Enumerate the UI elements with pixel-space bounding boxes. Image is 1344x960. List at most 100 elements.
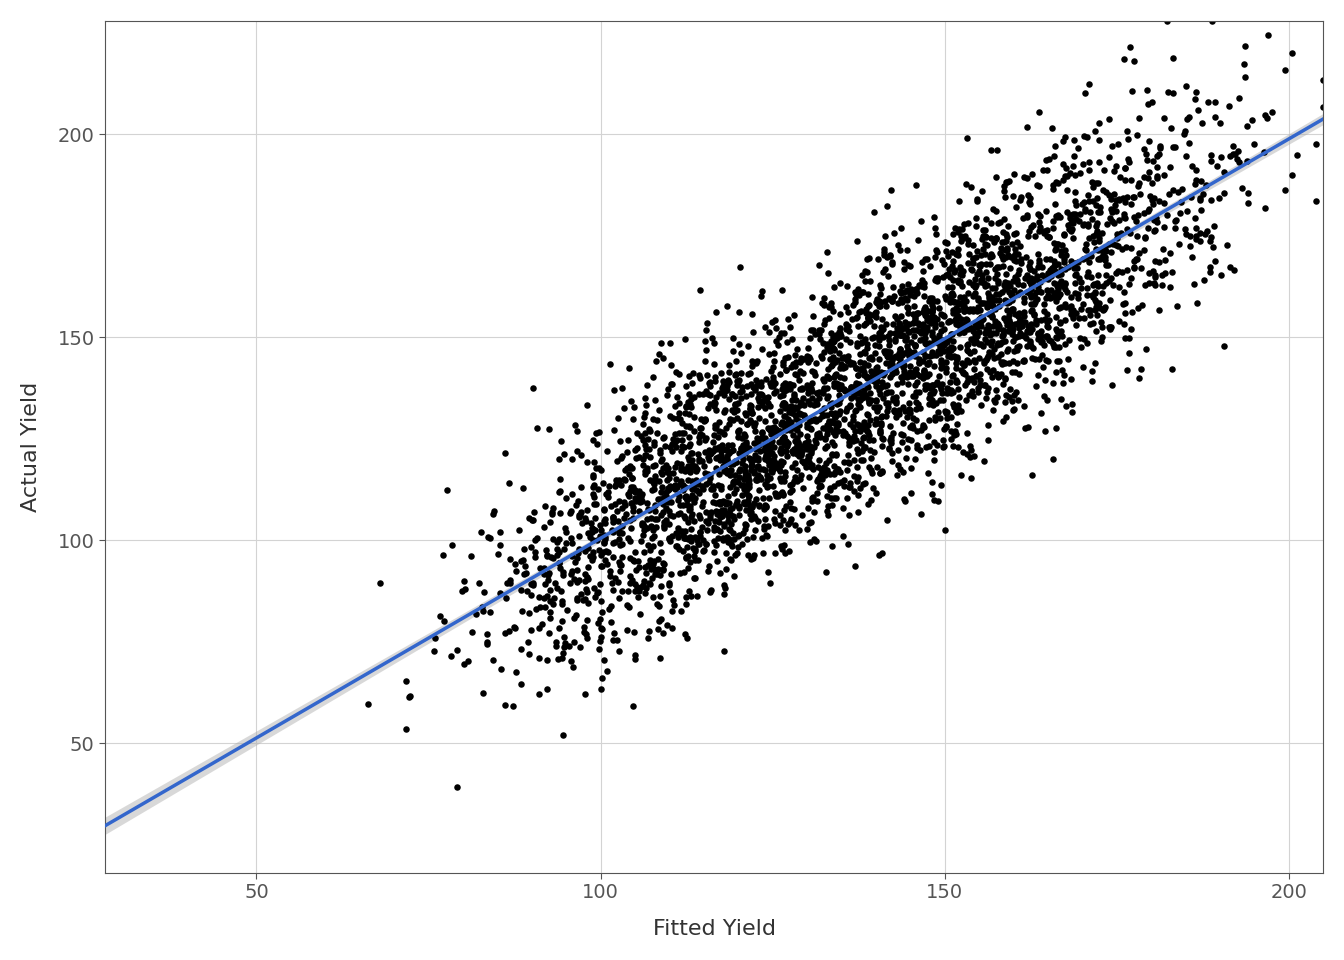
Point [848,288,870,303]
Point [1043,375,1064,391]
Point [921,487,942,502]
Point [546,541,567,557]
Point [848,304,870,320]
Point [909,277,930,293]
Point [935,405,957,420]
Point [1056,259,1078,275]
Point [790,407,812,422]
Point [1126,127,1148,142]
Point [618,600,640,615]
Point [981,308,1003,324]
Point [996,343,1017,358]
Point [1021,302,1043,318]
Point [727,402,749,418]
Point [594,501,616,516]
Point [723,512,745,527]
Point [769,517,790,533]
Point [704,417,726,432]
Point [969,258,991,274]
Point [1204,253,1226,269]
Point [1020,219,1042,234]
Point [996,240,1017,255]
Point [710,452,731,468]
Point [585,522,606,538]
Point [761,423,782,439]
Point [978,345,1000,360]
Point [988,370,1009,385]
Point [595,543,617,559]
Point [652,451,673,467]
Point [706,495,727,511]
Point [978,291,1000,306]
Point [644,481,665,496]
Point [996,233,1017,249]
Point [745,435,766,450]
Point [778,404,800,420]
Point [1086,218,1107,233]
Point [786,400,808,416]
Point [609,532,630,547]
Point [738,475,759,491]
Point [914,300,935,315]
Point [663,431,684,446]
Point [1082,211,1103,227]
Point [910,324,931,340]
Point [863,329,884,345]
Point [914,307,935,323]
Point [665,364,687,379]
Point [1009,316,1031,331]
Point [1255,110,1277,126]
Point [868,386,890,401]
Point [1035,251,1056,266]
Point [1028,279,1050,295]
Point [786,473,808,489]
Point [633,518,655,534]
Point [991,356,1012,372]
Point [714,503,735,518]
Point [1085,300,1106,315]
Point [689,412,711,427]
Point [695,413,716,428]
Point [784,442,805,457]
Point [621,495,642,511]
Point [591,475,613,491]
Point [649,347,671,362]
Point [942,341,964,356]
Point [922,377,943,393]
Point [1101,213,1122,228]
Point [950,228,972,244]
Point [672,477,694,492]
Point [1138,202,1160,217]
Point [1184,210,1206,226]
Point [583,455,605,470]
Point [1138,164,1160,180]
Point [844,378,866,394]
Point [954,301,976,317]
Point [806,428,828,444]
Point [634,447,656,463]
Point [837,507,859,522]
Point [1008,366,1030,381]
Point [1020,281,1042,297]
Point [648,551,669,566]
Point [1185,162,1207,178]
Point [898,396,919,411]
Point [1141,193,1163,208]
Point [528,620,550,636]
Point [1025,378,1047,394]
Point [1223,146,1245,161]
Point [657,381,679,396]
Point [844,295,866,310]
Point [769,507,790,522]
Point [505,564,527,579]
Point [1094,162,1116,178]
Point [884,331,906,347]
Point [1087,155,1109,170]
Point [774,473,796,489]
Point [784,401,805,417]
Point [708,523,730,539]
Point [821,357,843,372]
Point [684,571,706,587]
Point [841,311,863,326]
Point [640,423,661,439]
